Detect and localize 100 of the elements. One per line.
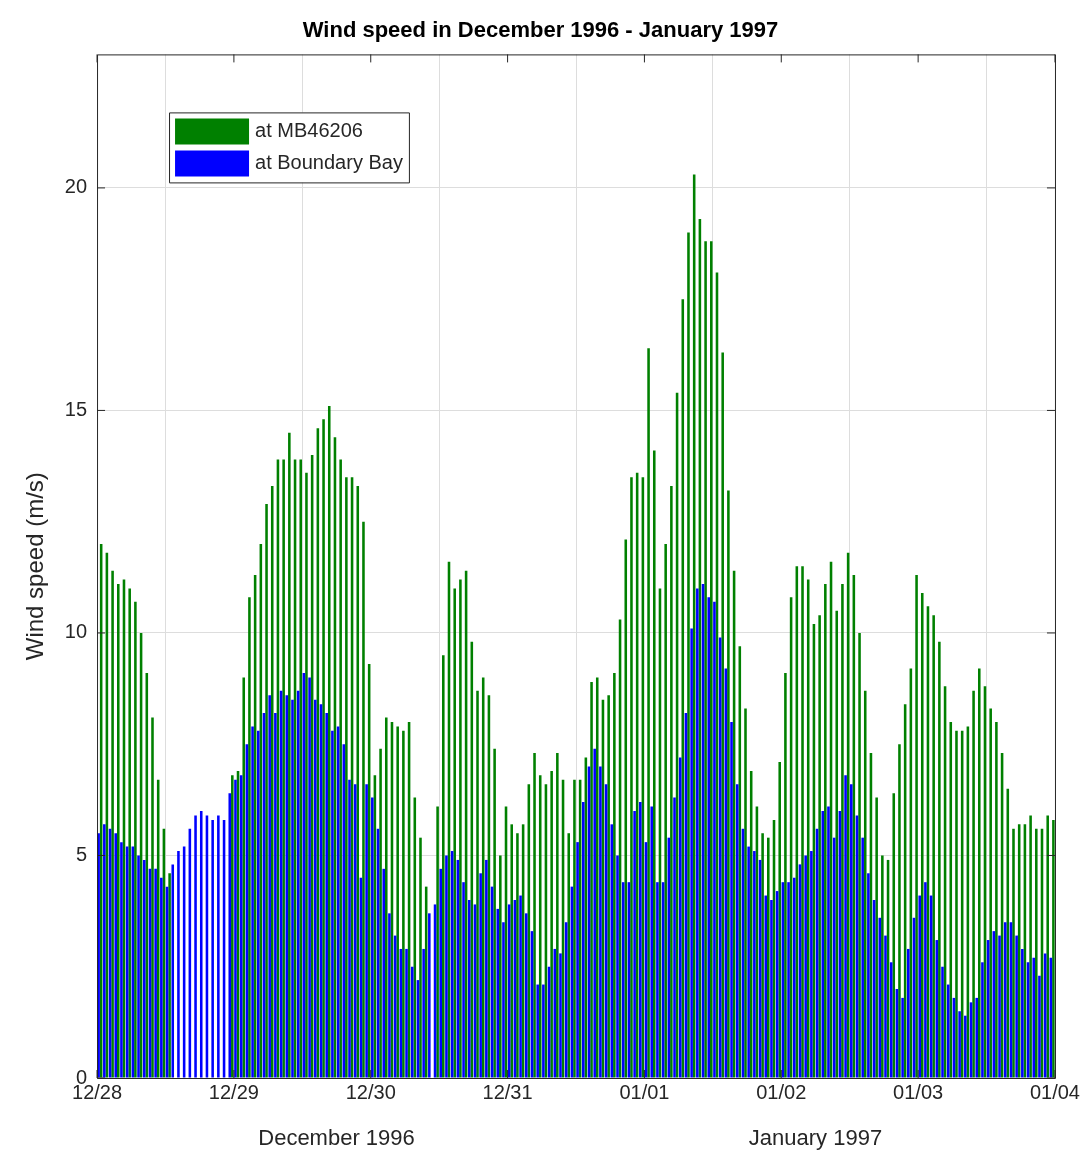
bar: [331, 730, 334, 1078]
bar: [1029, 815, 1032, 1078]
bar: [995, 721, 998, 1078]
bar: [485, 859, 488, 1078]
bar: [419, 837, 422, 1078]
bar: [550, 770, 553, 1078]
bar: [493, 748, 496, 1078]
bar: [453, 588, 456, 1078]
bar: [624, 539, 628, 1078]
bar: [142, 859, 146, 1078]
bar: [713, 601, 716, 1078]
bar: [710, 241, 713, 1078]
bar: [835, 610, 839, 1078]
bar: [767, 837, 770, 1078]
bar: [519, 895, 522, 1078]
bar: [704, 241, 707, 1078]
bar: [270, 486, 274, 1078]
bar: [1032, 957, 1036, 1078]
bar: [727, 490, 730, 1078]
bar: [818, 615, 821, 1078]
bar: [918, 895, 921, 1078]
bar: [533, 753, 536, 1078]
bar: [938, 641, 941, 1078]
bar: [385, 717, 388, 1078]
bar: [371, 797, 374, 1078]
bar: [607, 695, 610, 1078]
bar: [379, 748, 382, 1078]
bar: [288, 432, 291, 1078]
bar: [282, 459, 285, 1078]
bar: [171, 864, 175, 1078]
bar: [863, 690, 867, 1078]
bar: [613, 673, 616, 1078]
bar: [696, 588, 699, 1078]
bar: [881, 855, 884, 1078]
bar: [499, 855, 502, 1078]
bar: [291, 699, 294, 1078]
x-tick-label: 01/01: [619, 1080, 670, 1103]
bar: [442, 655, 445, 1078]
bar: [978, 668, 981, 1078]
bar: [305, 472, 308, 1078]
x-tick-label: 12/30: [345, 1080, 396, 1103]
bar: [251, 726, 254, 1078]
bar: [824, 584, 827, 1078]
bar: [128, 588, 131, 1078]
bar: [652, 450, 656, 1078]
bar: [844, 775, 847, 1078]
x-tick-label: 01/02: [756, 1080, 807, 1103]
bar: [154, 868, 157, 1078]
bar: [861, 837, 864, 1078]
bar: [396, 726, 399, 1078]
bar: [932, 615, 935, 1078]
bar: [388, 913, 391, 1078]
bar: [1035, 828, 1038, 1078]
bar: [120, 842, 123, 1078]
x-tick-label: 01/04: [1029, 1080, 1081, 1103]
bar: [616, 855, 619, 1078]
bar: [633, 810, 636, 1078]
bar: [462, 882, 465, 1078]
bar: [348, 779, 351, 1078]
text: January 1997: [748, 1125, 883, 1151]
bar: [428, 913, 431, 1078]
bar: [590, 681, 593, 1078]
bar: [103, 824, 106, 1078]
bar: [867, 873, 870, 1078]
bar: [690, 628, 693, 1078]
bar: [439, 868, 443, 1078]
bar: [322, 419, 325, 1078]
bar: [673, 797, 676, 1078]
bar: [841, 584, 844, 1078]
bar: [989, 708, 992, 1078]
bar: [744, 708, 747, 1078]
bar: [268, 695, 271, 1078]
x-tick-label: 12/31: [482, 1080, 533, 1103]
y-tick-label: 20: [64, 175, 88, 198]
x-tick-label: 12/29: [208, 1080, 259, 1103]
bar: [647, 348, 650, 1078]
bar: [975, 997, 978, 1078]
bar: [787, 882, 790, 1078]
bar: [265, 503, 268, 1078]
bar: [242, 677, 246, 1078]
bar: [536, 984, 539, 1078]
bar: [327, 405, 331, 1078]
bar: [177, 851, 180, 1078]
bar: [730, 721, 733, 1078]
bar: [134, 601, 137, 1078]
bar: [160, 877, 163, 1078]
bar: [194, 815, 197, 1078]
bar: [538, 775, 542, 1078]
bar: [1003, 922, 1007, 1078]
bar: [382, 868, 385, 1078]
bar: [117, 584, 120, 1078]
bar: [111, 570, 114, 1078]
bar: [958, 1011, 961, 1078]
bar: [804, 855, 807, 1078]
bar: [402, 730, 405, 1078]
bar: [582, 802, 585, 1078]
bar: [199, 810, 203, 1078]
bar: [567, 833, 571, 1078]
bar: [650, 806, 653, 1078]
bar: [707, 597, 711, 1078]
